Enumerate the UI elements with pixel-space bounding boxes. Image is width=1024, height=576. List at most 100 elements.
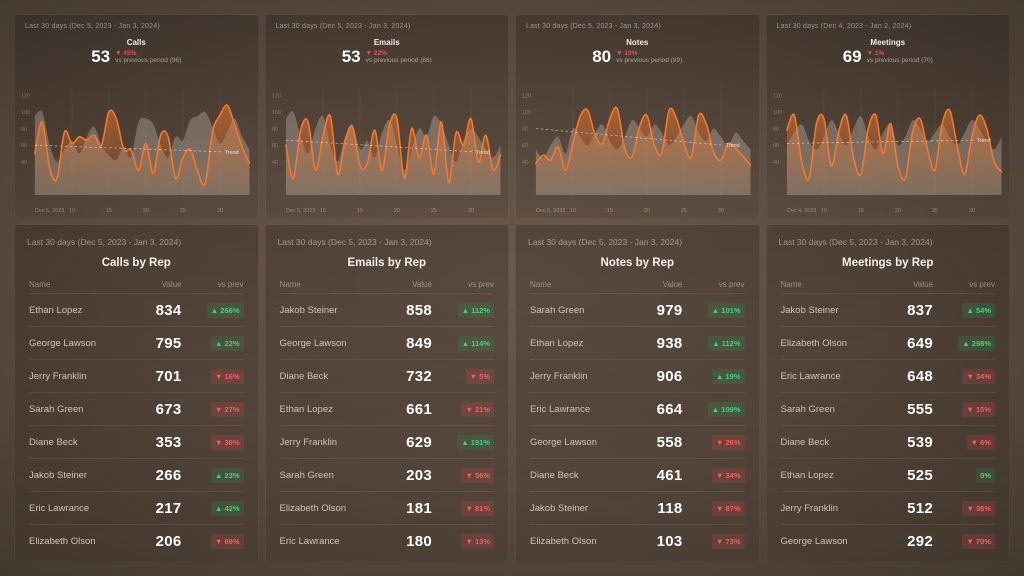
svg-text:30: 30 <box>217 208 223 214</box>
rep-value: 834 <box>155 301 182 319</box>
change-badge: ▼ 69% <box>210 533 244 549</box>
rep-value: 629 <box>406 433 432 451</box>
svg-text:20: 20 <box>143 208 149 214</box>
column-header-value: Value <box>161 280 182 289</box>
date-range-label: Last 30 days (Dec 4, 2023 - Jan 2, 2024) <box>776 23 912 30</box>
date-range-label: Last 30 days (Dec 5, 2023 - Jan 3, 2024) <box>25 23 160 30</box>
rep-name: Ethan Lopez <box>279 403 333 415</box>
svg-text:100: 100 <box>522 110 531 116</box>
column-header-value: Value <box>913 280 933 289</box>
change-badge: ▼ 5% <box>465 368 494 384</box>
table-row[interactable]: Sarah Green 203 ▼ 56% <box>279 458 494 491</box>
emails-line-chart[interactable]: Trend 120 100 80 60 40 Dec 5, 2023 10 15 20 25 30 <box>270 81 505 215</box>
svg-text:120: 120 <box>772 93 781 99</box>
change-badge: ▼ 13% <box>461 533 494 549</box>
table-row[interactable]: Ethan Lopez 938 ▲ 112% <box>530 326 745 359</box>
table-row[interactable]: George Lawson 292 ▼ 70% <box>780 524 995 557</box>
table-panel-calls-by-rep: Last 30 days (Dec 5, 2023 - Jan 3, 2024)… <box>14 224 259 562</box>
svg-text:100: 100 <box>271 110 280 116</box>
table-row[interactable]: Diane Beck 732 ▼ 5% <box>279 359 494 392</box>
date-range-label: Last 30 days (Dec 5, 2023 - Jan 3, 2024) <box>275 23 411 30</box>
rep-name: Sarah Green <box>279 469 334 481</box>
date-range-label: Last 30 days (Dec 5, 2023 - Jan 3, 2024) <box>526 23 661 30</box>
svg-text:10: 10 <box>820 208 826 214</box>
svg-text:40: 40 <box>522 160 528 166</box>
table-row[interactable]: Jakob Steiner 266 ▲ 23% <box>29 458 244 491</box>
rep-value: 849 <box>406 334 432 352</box>
rep-name: Diane Beck <box>29 436 78 448</box>
rep-value: 203 <box>406 466 432 484</box>
change-badge: ▼ 34% <box>711 467 745 483</box>
table-row[interactable]: Sarah Green 979 ▲ 101% <box>530 293 745 326</box>
svg-text:Trend: Trend <box>726 143 740 149</box>
table-row[interactable]: Ethan Lopez 834 ▲ 266% <box>29 293 244 326</box>
rep-value: 555 <box>907 400 933 418</box>
change-badge: ▲ 19% <box>711 368 745 384</box>
rep-name: Jerry Franklin <box>780 502 839 514</box>
rep-name: Ethan Lopez <box>29 304 83 316</box>
table-row[interactable]: Ethan Lopez 525 0% <box>780 458 995 491</box>
change-badge: ▲ 112% <box>708 335 745 351</box>
table-row[interactable]: Sarah Green 555 ▼ 15% <box>780 392 995 425</box>
change-badge: ▼ 34% <box>962 368 995 384</box>
table-row[interactable]: Elizabeth Olson 649 ▲ 298% <box>780 326 995 359</box>
column-header-value: Value <box>662 280 683 289</box>
metric-vs-previous: vs previous period (70) <box>866 56 933 64</box>
table-row[interactable]: Ethan Lopez 661 ▼ 21% <box>279 392 494 425</box>
table-row[interactable]: George Lawson 795 ▲ 22% <box>29 326 244 359</box>
table-title: Notes by Rep <box>600 257 675 269</box>
table-row[interactable]: Diane Beck 461 ▼ 34% <box>530 458 745 491</box>
table-row[interactable]: Jerry Franklin 629 ▲ 191% <box>279 425 494 458</box>
column-header-name: Name <box>780 280 802 289</box>
svg-text:80: 80 <box>522 127 528 133</box>
table-row[interactable]: Elizabeth Olson 181 ▼ 81% <box>279 491 494 524</box>
table-row[interactable]: Diane Beck 353 ▼ 36% <box>29 425 244 458</box>
change-badge: ▲ 23% <box>210 467 244 483</box>
table-row[interactable]: Jakob Steiner 118 ▼ 87% <box>530 491 745 524</box>
table-row[interactable]: Jerry Franklin 906 ▲ 19% <box>530 359 745 392</box>
table-row[interactable]: George Lawson 558 ▼ 26% <box>530 425 745 458</box>
table-row[interactable]: Jerry Franklin 701 ▼ 16% <box>29 359 244 392</box>
meetings-line-chart[interactable]: Trend 120 100 80 60 40 Dec 4, 2023 10 15 20 25 30 <box>771 81 1006 215</box>
change-badge: ▲ 266% <box>206 302 244 318</box>
rep-name: Jakob Steiner <box>279 304 338 316</box>
table-row[interactable]: Jerry Franklin 512 ▼ 36% <box>780 491 995 524</box>
table-row[interactable]: Elizabeth Olson 206 ▼ 69% <box>29 524 244 557</box>
svg-text:40: 40 <box>21 160 27 166</box>
table-row[interactable]: Jakob Steiner 837 ▲ 54% <box>780 293 995 326</box>
rep-name: Diane Beck <box>530 469 579 481</box>
table-row[interactable]: George Lawson 849 ▲ 114% <box>279 326 494 359</box>
svg-text:25: 25 <box>430 208 436 214</box>
svg-text:15: 15 <box>356 208 362 214</box>
rep-value: 181 <box>406 499 432 517</box>
svg-text:15: 15 <box>106 208 112 214</box>
change-badge: ▼ 36% <box>962 500 995 516</box>
change-badge: ▲ 298% <box>958 335 995 351</box>
rep-value: 795 <box>155 334 182 352</box>
kpi-block: Emails 53 ▼ 22% vs previous period (68) <box>266 15 509 65</box>
svg-text:30: 30 <box>968 208 974 214</box>
metric-title: Emails <box>373 38 400 47</box>
table-row[interactable]: Elizabeth Olson 103 ▼ 73% <box>530 524 745 557</box>
notes-line-chart[interactable]: Trend 120 100 80 60 40 Dec 5, 2023 10 15 20 25 30 <box>520 81 755 215</box>
calls-line-chart[interactable]: Trend 120 100 80 60 40 Dec 5, 2023 10 15 20 25 30 <box>19 81 254 215</box>
table-row[interactable]: Eric Lawrance 664 ▲ 109% <box>530 392 745 425</box>
table-row[interactable]: Eric Lawrance 648 ▼ 34% <box>780 359 995 392</box>
rep-value: 206 <box>155 532 182 550</box>
table-row[interactable]: Jakob Steiner 858 ▲ 112% <box>279 293 494 326</box>
column-header-name: Name <box>530 280 552 289</box>
change-badge: ▼ 6% <box>966 434 995 450</box>
table-header: Name Value vs prev <box>530 280 745 289</box>
rep-value: 180 <box>406 532 432 550</box>
svg-text:Trend: Trend <box>225 150 239 156</box>
svg-text:Dec 4, 2023: Dec 4, 2023 <box>786 208 815 214</box>
table-row[interactable]: Eric Lawrance 217 ▲ 42% <box>29 491 244 524</box>
table-row[interactable]: Eric Lawrance 180 ▼ 13% <box>279 524 494 557</box>
rep-name: George Lawson <box>29 337 97 349</box>
table-row[interactable]: Sarah Green 673 ▼ 27% <box>29 392 244 425</box>
table-row[interactable]: Diane Beck 539 ▼ 6% <box>780 425 995 458</box>
rep-name: Eric Lawrance <box>29 502 90 514</box>
metric-change: ▼ 1% <box>866 49 885 57</box>
rep-name: George Lawson <box>530 436 598 448</box>
kpi-block: Meetings 69 ▼ 1% vs previous period (70) <box>767 15 1010 65</box>
